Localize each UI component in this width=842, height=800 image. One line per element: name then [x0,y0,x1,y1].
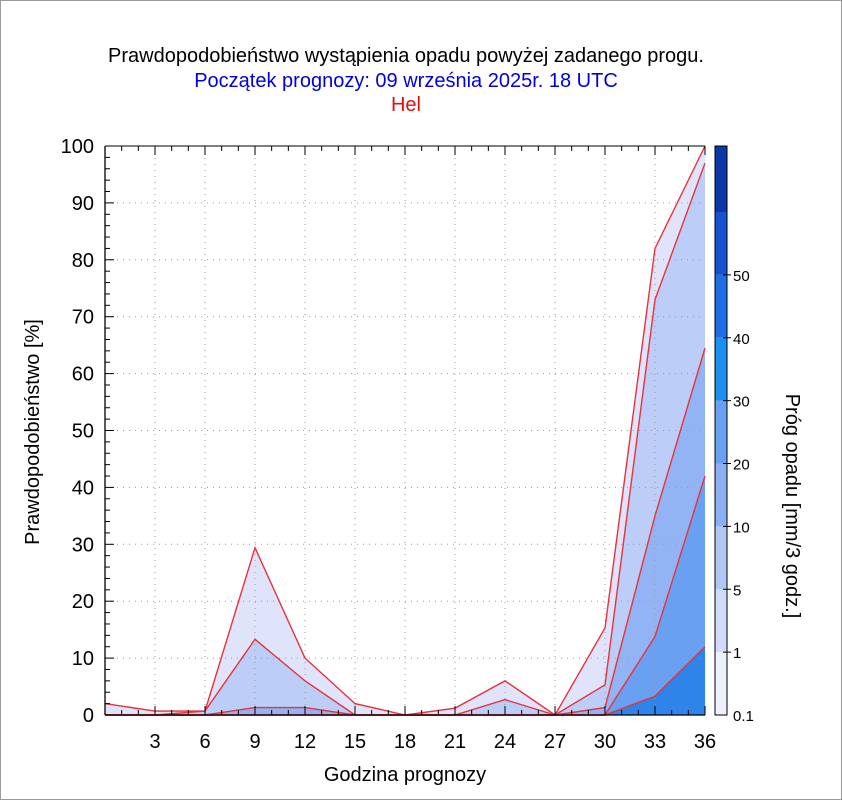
colorbar-segment [715,400,727,464]
y-tick-label: 10 [72,648,94,670]
y-tick-label: 100 [61,136,94,158]
colorbar-tick-label: 0.1 [733,708,754,725]
x-axis-label: Godzina prognozy [324,764,486,786]
y-tick-label: 70 [72,307,94,329]
x-tick-label: 12 [294,731,316,753]
colorbar-tick-label: 30 [733,394,750,411]
colorbar-segment [715,337,727,401]
y-tick-label: 30 [72,534,94,556]
colorbar-tick-label: 10 [733,519,750,536]
colorbar-segment [715,274,727,338]
y-axis-label: Prawdopodobieństwo [%] [22,319,44,545]
colorbar: 0.1 1 5 10 20 30 40 50 [714,145,754,725]
y-tick-label: 40 [72,477,94,499]
axes [104,145,706,716]
area-threshold-10 [105,476,705,715]
x-tick-label: 33 [644,731,666,753]
y-tick-label: 0 [83,705,94,727]
y-tick-label: 90 [72,193,94,215]
colorbar-segment [715,652,727,715]
colorbar-tick-label: 20 [733,457,750,474]
x-tick-label: 3 [149,731,160,753]
colorbar-border [714,145,728,716]
x-tick-label: 36 [694,731,716,753]
y-tick-label: 80 [72,250,94,272]
colorbar-tick-label: 1 [733,645,741,662]
chart-title: Prawdopodobieństwo wystąpienia opadu pow… [108,45,704,67]
y-tick-label: 60 [72,364,94,386]
y-tick-label: 50 [72,421,94,443]
chart-subtitle: Początek prognozy: 09 września 2025r. 18… [194,70,618,92]
x-tick-label: 18 [394,731,416,753]
x-tick-labels: 3 6 9 12 15 18 21 24 27 30 33 36 [149,731,716,753]
x-tick-label: 21 [444,731,466,753]
colorbar-segment [715,212,727,275]
grid-lines [105,146,705,715]
x-tick-label: 30 [594,731,616,753]
colorbar-segment [715,146,727,213]
colorbar-tick-label: 40 [733,331,750,348]
y-tick-label: 20 [72,591,94,613]
colorbar-label: Próg opadu [mm/3 godz.] [781,394,803,619]
y-tick-labels: 0 10 20 30 40 50 60 70 80 90 100 [61,136,94,727]
x-tick-label: 27 [544,731,566,753]
colorbar-segment [715,589,727,653]
chart-location: Hel [391,94,421,116]
colorbar-tick-label: 50 [733,268,750,285]
area-threshold-20 [105,646,705,715]
colorbar-segment [715,463,727,527]
x-tick-label: 24 [494,731,516,753]
colorbar-segment [715,526,727,590]
colorbar-tick-label: 5 [733,582,741,599]
x-tick-label: 6 [199,731,210,753]
x-tick-label: 15 [344,731,366,753]
x-tick-label: 9 [249,731,260,753]
